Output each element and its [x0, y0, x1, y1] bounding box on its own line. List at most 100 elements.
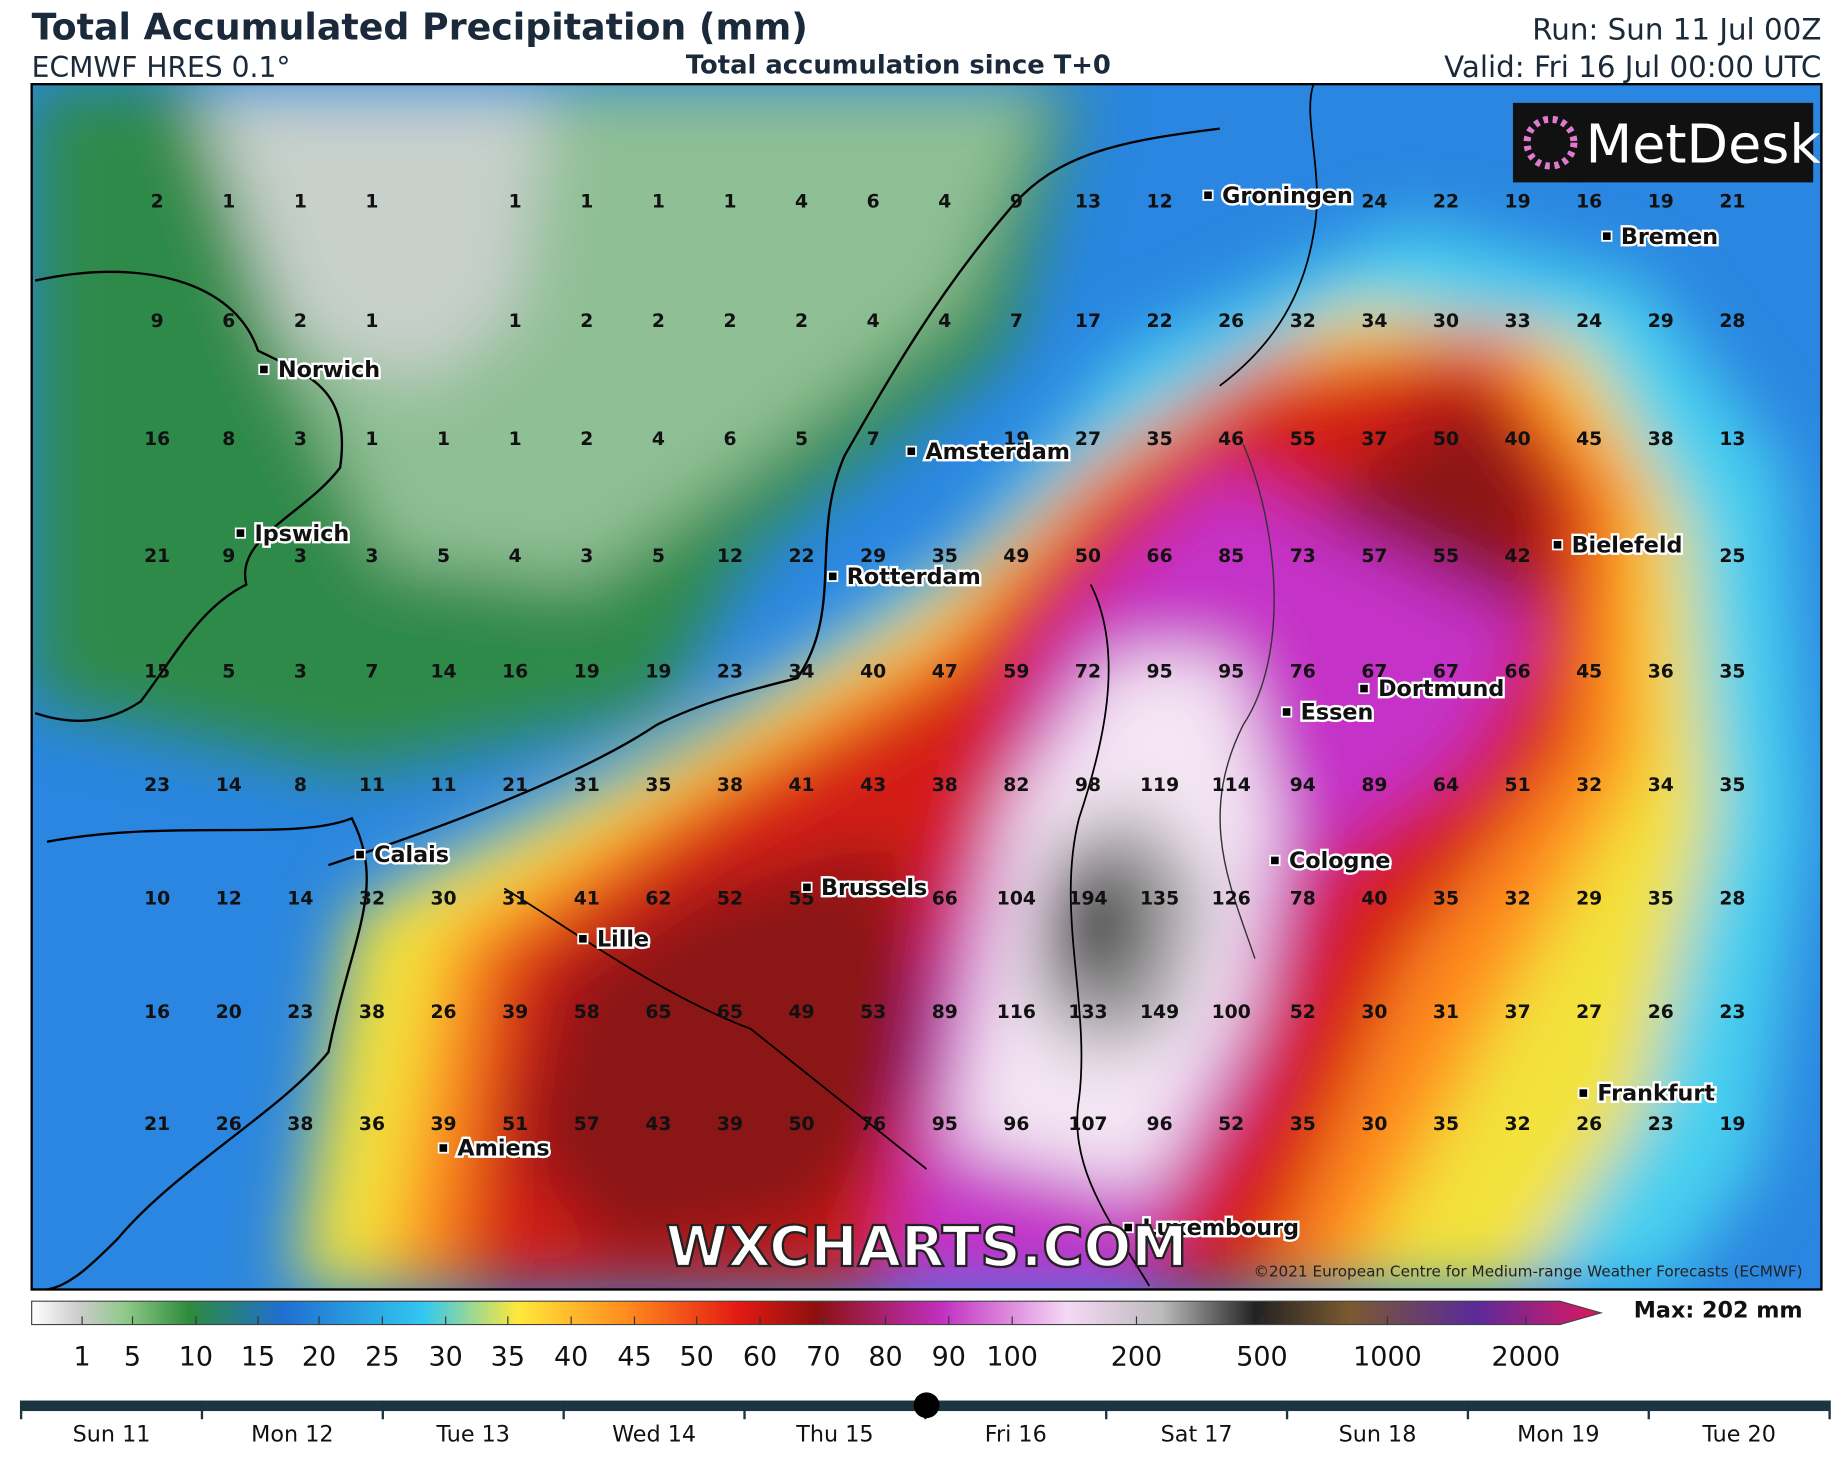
city-marker [1358, 683, 1370, 695]
city-label[interactable]: Norwich [276, 355, 383, 386]
city-label[interactable]: Amiens [455, 1133, 552, 1164]
grid-value: 85 [1218, 546, 1244, 567]
grid-value: 9 [151, 311, 164, 332]
grid-value: 43 [860, 775, 886, 796]
city-label[interactable]: Cologne [1287, 846, 1393, 877]
grid-value: 27 [1075, 429, 1101, 450]
grid-value: 31 [1433, 1002, 1459, 1023]
timeline-day[interactable]: Fri 16 [985, 1421, 1047, 1447]
timeline-day[interactable]: Tue 20 [1701, 1421, 1775, 1447]
grid-value: 38 [287, 1114, 313, 1135]
city-label[interactable]: Groningen [1220, 181, 1356, 212]
grid-value: 43 [645, 1114, 671, 1135]
grid-value: 12 [216, 889, 242, 910]
grid-value: 39 [502, 1002, 528, 1023]
grid-value: 5 [795, 429, 808, 450]
grid-value: 50 [1075, 546, 1101, 567]
grid-value: 2 [294, 311, 307, 332]
grid-value: 89 [932, 1002, 958, 1023]
colorbar-label: 100 [986, 1342, 1037, 1373]
timeline-day[interactable]: Tue 13 [436, 1421, 510, 1447]
timeline-day[interactable]: Sun 18 [1339, 1421, 1417, 1447]
grid-value: 30 [1433, 311, 1459, 332]
colorbar-label: 45 [617, 1342, 651, 1373]
timeline-day[interactable]: Mon 12 [251, 1421, 333, 1447]
grid-value: 107 [1068, 1114, 1107, 1135]
city-marker [827, 570, 839, 582]
grid-value: 149 [1140, 1002, 1179, 1023]
grid-value: 20 [216, 1002, 242, 1023]
grid-value: 52 [1218, 1114, 1244, 1135]
grid-value: 4 [795, 192, 808, 213]
grid-value: 23 [717, 662, 743, 683]
run: Run: Sun 11 Jul 00Z [1532, 13, 1821, 47]
timeline-day[interactable]: Mon 19 [1517, 1421, 1599, 1447]
grid-value: 58 [574, 1002, 600, 1023]
city-marker [1269, 854, 1281, 866]
grid-value: 23 [144, 775, 170, 796]
grid-value: 4 [867, 311, 880, 332]
city-marker [905, 445, 917, 457]
grid-value: 8 [222, 429, 235, 450]
grid-value: 51 [1505, 775, 1531, 796]
city-label[interactable]: Rotterdam [844, 562, 983, 593]
grid-value: 1 [365, 429, 378, 450]
city-label[interactable]: Dortmund [1376, 674, 1507, 705]
grid-value: 5 [222, 662, 235, 683]
timeline-day[interactable]: Wed 14 [612, 1421, 696, 1447]
grid-value: 126 [1212, 889, 1251, 910]
timeline-day[interactable]: Thu 15 [795, 1421, 873, 1447]
grid-value: 135 [1140, 889, 1179, 910]
grid-value: 98 [1075, 775, 1101, 796]
grid-value: 35 [932, 546, 958, 567]
grid-value: 67 [1361, 662, 1387, 683]
city-label[interactable]: Brussels [819, 873, 930, 904]
grid-value: 6 [867, 192, 880, 213]
city-marker [258, 363, 270, 375]
grid-value: 49 [1003, 546, 1029, 567]
timeline-marker[interactable] [913, 1392, 940, 1419]
grid-value: 35 [1147, 429, 1173, 450]
city-label[interactable]: Amsterdam [923, 437, 1072, 468]
city-label[interactable]: Luxembourg [1140, 1213, 1301, 1244]
timeline-day[interactable]: Sat 17 [1161, 1421, 1233, 1447]
grid-value: 13 [1075, 192, 1101, 213]
city-label[interactable]: Lille [595, 924, 652, 955]
grid-value: 27 [1576, 1002, 1602, 1023]
grid-value: 2 [652, 311, 665, 332]
city-label[interactable]: Ipswich [252, 518, 351, 549]
grid-value: 26 [431, 1002, 457, 1023]
grid-value: 12 [717, 546, 743, 567]
grid-value: 14 [287, 889, 313, 910]
grid-value: 19 [1648, 192, 1674, 213]
city-marker [234, 527, 247, 539]
grid-value: 35 [645, 775, 671, 796]
valid: Valid: Fri 16 Jul 00:00 UTC [1444, 50, 1821, 84]
grid-value: 2 [723, 311, 736, 332]
city-label[interactable]: Essen [1298, 697, 1375, 728]
colorbar-labels: 1 5 10 15 20 25 30 35 40 45 50 60 70 80 90 100 200 500 100… [74, 1316, 1560, 1373]
city-label[interactable]: Bielefeld [1569, 530, 1685, 561]
city-label[interactable]: Calais [372, 840, 452, 871]
grid-value: 19 [645, 662, 671, 683]
colorbar-label: 70 [806, 1342, 840, 1373]
grid-value: 23 [287, 1002, 313, 1023]
grid-value: 1 [580, 192, 593, 213]
city-label[interactable]: Bremen [1619, 222, 1721, 253]
grid-value: 9 [1010, 192, 1023, 213]
grid-value: 3 [365, 546, 378, 567]
grid-value: 5 [652, 546, 665, 567]
grid-value: 26 [216, 1114, 242, 1135]
grid-value: 72 [1075, 662, 1101, 683]
grid-value: 96 [1003, 1114, 1029, 1135]
grid-value: 35 [1290, 1114, 1316, 1135]
header: Total Accumulated Precipitation (mm) ECM… [32, 6, 1822, 84]
grid-value: 39 [717, 1114, 743, 1135]
grid-value: 7 [867, 429, 880, 450]
grid-value: 194 [1068, 889, 1107, 910]
grid-value: 76 [1290, 662, 1316, 683]
grid-value: 29 [1576, 889, 1602, 910]
grid-value: 12 [1147, 192, 1173, 213]
timeline-day[interactable]: Sun 11 [73, 1421, 151, 1447]
city-label[interactable]: Frankfurt [1595, 1078, 1718, 1109]
